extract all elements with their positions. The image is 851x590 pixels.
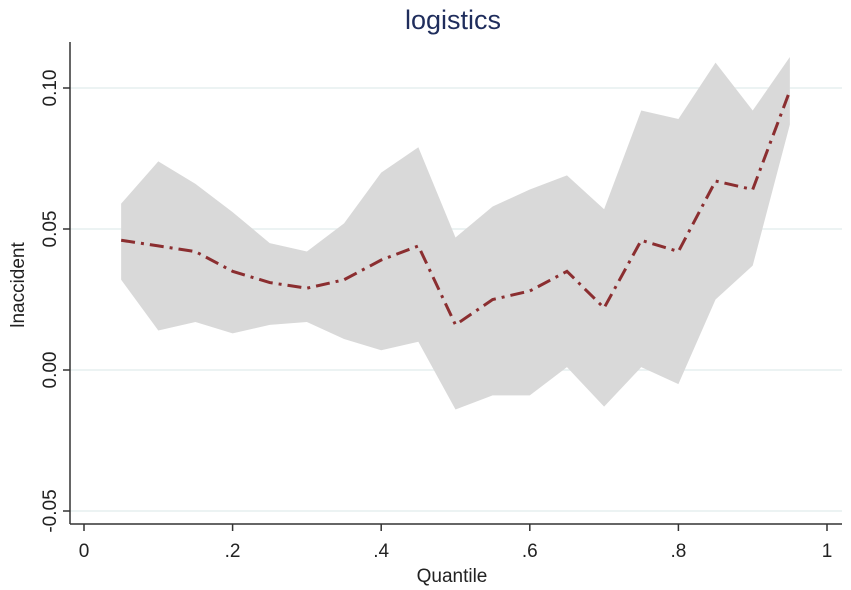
confidence-band	[121, 56, 790, 410]
x-axis-label: Quantile	[417, 566, 488, 587]
x-tick-label-4: .8	[670, 541, 686, 562]
x-tick-label-3: .6	[522, 541, 538, 562]
estimate-line	[120, 90, 792, 328]
y-tick-label-1: 0.00	[40, 352, 61, 389]
x-axis-ticks: 0 .2 .4 .6 .8 1	[79, 524, 833, 562]
y-tick-label-2: 0.05	[40, 211, 61, 248]
x-tick-label-5: 1	[822, 541, 833, 562]
chart-title: logistics	[405, 5, 501, 35]
x-tick-label-2: .4	[373, 541, 389, 562]
y-tick-label-0: -0.05	[40, 489, 61, 532]
y-tick-label-3: 0.10	[40, 70, 61, 107]
y-axis-ticks: -0.05 0.00 0.05 0.10	[40, 70, 70, 533]
x-tick-label-1: .2	[225, 541, 241, 562]
y-axis-label: lnaccident	[8, 242, 29, 328]
x-tick-label-0: 0	[79, 541, 90, 562]
